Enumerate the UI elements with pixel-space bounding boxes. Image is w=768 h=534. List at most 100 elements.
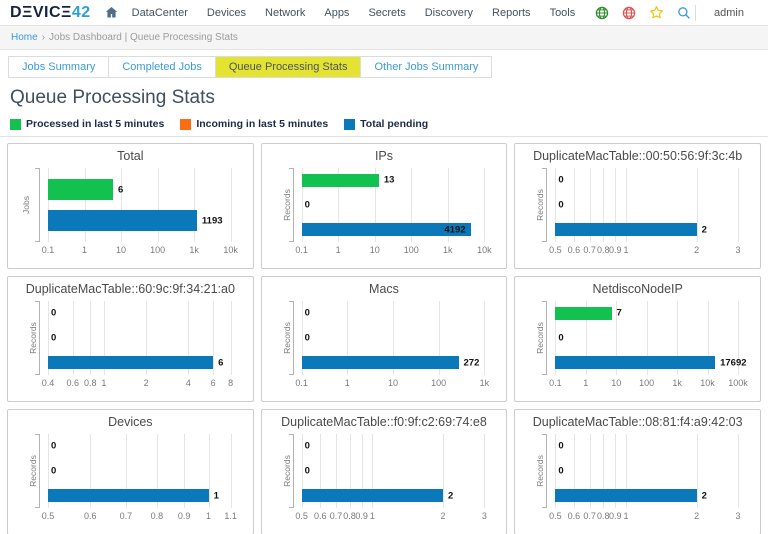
x-tick-label: 1.1 [224, 511, 237, 521]
gridline [484, 168, 486, 242]
x-tick-label: 100 [431, 378, 447, 388]
bar-row-processed: 7 [555, 301, 738, 326]
bar-value-label: 0 [558, 199, 564, 211]
breadcrumb-home-link[interactable]: Home [11, 32, 38, 43]
x-tick-label: 1 [623, 245, 629, 255]
gridline [484, 301, 486, 375]
chart-panel-devices: Devices Records 0 0 1 0.5 0.6 0.7 0.8 0.9 1 1.1 [7, 409, 254, 534]
x-tick-label: 10 [369, 245, 380, 255]
chart-title: DuplicateMacTable::08:81:f4:a9:42:03 [532, 415, 743, 429]
bar-pending [301, 489, 443, 503]
gridline [573, 434, 575, 508]
bar-row-pending: 17692 [555, 350, 747, 375]
x-tick-label: 0.7 [329, 511, 343, 521]
tab-completed-jobs[interactable]: Completed Jobs [109, 57, 216, 77]
gridline [374, 168, 376, 242]
bar-row-incoming: 0 [302, 193, 485, 218]
chart-title: Total [117, 149, 144, 163]
nav-item-tools[interactable]: Tools [549, 6, 576, 19]
bars: 0 0 272 [301, 301, 485, 375]
gridline [338, 168, 340, 242]
gridline [301, 434, 303, 508]
nav-item-apps[interactable]: Apps [324, 6, 350, 19]
legend-label: Total pending [360, 118, 429, 130]
gridline [72, 301, 74, 375]
bar-row-pending: 2 [555, 483, 738, 508]
bar-row-processed: 0 [48, 434, 231, 459]
nav-item-network[interactable]: Network [265, 6, 306, 19]
bar-pending [48, 356, 214, 370]
x-tick-label: 10k [223, 245, 238, 255]
y-axis [542, 434, 548, 508]
nav-item-secrets[interactable]: Secrets [368, 6, 406, 19]
bar-value-label: 0 [51, 465, 57, 477]
logo-text-accent: 42 [71, 3, 91, 21]
gridline [738, 301, 739, 375]
globe-green-icon[interactable] [595, 6, 609, 20]
chart-panel-macs: Macs Records 0 0 272 0.1 1 10 100 1k [260, 276, 508, 402]
nav-item-reports[interactable]: Reports [492, 6, 531, 19]
bars: 7 0 17692 [555, 301, 747, 375]
gridline [392, 301, 394, 375]
globe-red-icon[interactable] [622, 6, 636, 20]
bar-row-pending: 2 [555, 217, 738, 242]
x-tick-label: 0.1 [295, 378, 308, 388]
tab-jobs-summary[interactable]: Jobs Summary [9, 57, 110, 77]
tab-queue-processing-stats[interactable]: Queue Processing Stats [215, 57, 362, 77]
y-axis-label: Records [27, 322, 38, 354]
x-tick-label: 10k [477, 245, 492, 255]
gridline [157, 168, 159, 242]
gridline [335, 434, 337, 508]
home-icon[interactable] [105, 6, 118, 19]
y-axis [35, 434, 40, 508]
legend-swatch [10, 118, 21, 130]
gridline [372, 434, 374, 508]
y-axis-label: Records [535, 322, 546, 354]
y-axis-label: Records [27, 455, 38, 487]
x-tick-label: 0.7 [119, 511, 133, 521]
user-menu[interactable]: admin [714, 6, 744, 19]
x-axis: 0.5 0.6 0.7 0.8 0.9 1 2 3 [295, 511, 486, 523]
bar-pending [301, 223, 471, 237]
bar-processed [48, 179, 113, 200]
gridline [447, 168, 449, 242]
x-tick-label: 0.6 [313, 511, 327, 521]
tab-other-jobs-summary[interactable]: Other Jobs Summary [374, 61, 479, 73]
charts-grid: Total Jobs 6 1193 0.1 1 10 100 1k 10k IPs Records 13… [0, 137, 768, 534]
x-tick-label: 1 [101, 378, 107, 388]
x-tick-label: 10 [387, 378, 398, 388]
star-icon[interactable] [649, 5, 664, 20]
x-tick-label: 0.5 [549, 245, 562, 255]
search-icon[interactable] [677, 6, 691, 20]
x-tick-label: 2 [694, 511, 700, 521]
x-tick-label: 1 [335, 245, 341, 255]
bar-value-label: 2 [701, 490, 707, 502]
chart-panel-duplicatemactable-f0-9f-c2-69-74-e8: DuplicateMacTable::f0:9f:c2:69:74:e8 Reco… [260, 409, 508, 534]
gridline [573, 168, 575, 242]
y-axis [35, 168, 40, 242]
bar-value-label: 0 [51, 332, 57, 344]
device42-logo[interactable]: DΞVICΞ42 [10, 4, 91, 22]
nav-item-datacenter[interactable]: DataCenter [131, 6, 188, 19]
gridline [603, 434, 605, 508]
gridline [184, 434, 186, 508]
y-axis [35, 301, 40, 375]
bar-value-label: 0 [304, 440, 310, 452]
plot-area: Records 0 0 272 [281, 301, 486, 375]
x-tick-label: 0.8 [596, 245, 610, 255]
legend-swatch [180, 118, 192, 130]
bar-row-pending: 2 [301, 483, 485, 508]
x-tick-label: 0.8 [150, 511, 164, 521]
chart-panel-duplicatemactable-08-81-f4-a9-42-03: DuplicateMacTable::08:81:f4:a9:42:03 Reco… [514, 409, 761, 534]
bars: 0 0 1 [48, 434, 231, 508]
gridline [48, 434, 49, 508]
breadcrumb-path: Jobs Dashboard | Queue Processing Stats [49, 32, 238, 43]
x-tick-label: 0.4 [41, 378, 55, 388]
legend-item-incoming-in-last-5-minutes: Incoming in last 5 minutes [180, 118, 328, 130]
x-tick-label: 0.8 [343, 511, 356, 521]
nav-item-discovery[interactable]: Discovery [424, 6, 474, 19]
nav-item-devices[interactable]: Devices [206, 6, 247, 19]
gridline [301, 168, 303, 242]
bar-row-processed: 0 [302, 301, 485, 326]
x-tick-label: 1 [82, 245, 88, 255]
